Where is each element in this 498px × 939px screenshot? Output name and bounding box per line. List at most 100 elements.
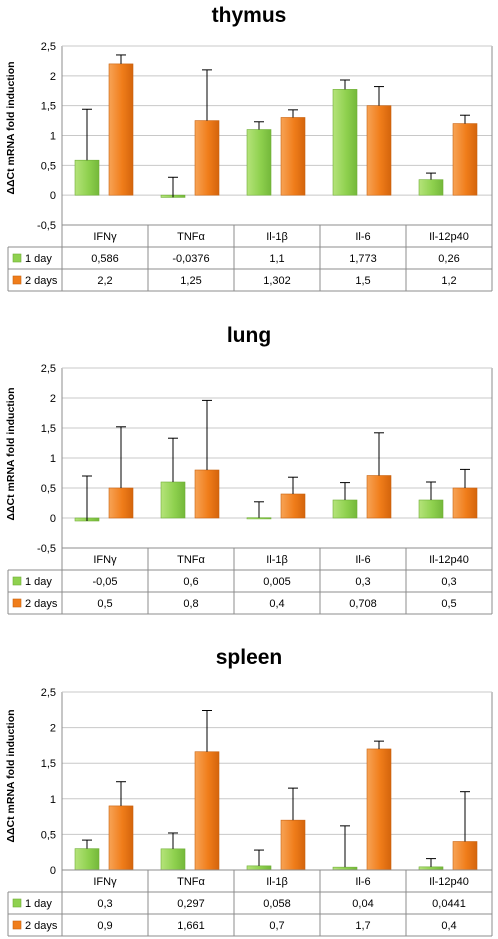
data-label: 0,297 — [177, 898, 205, 910]
legend-entry: 1 day — [25, 253, 52, 265]
data-label: 0,4 — [269, 598, 284, 610]
y-tick-label: 0 — [50, 190, 56, 202]
x-tick-label: IFNγ — [93, 231, 117, 243]
y-tick-label: 1,5 — [41, 101, 56, 113]
data-label: 0,0441 — [432, 898, 466, 910]
legend-swatch — [12, 920, 22, 930]
bar — [418, 499, 444, 519]
bar — [366, 475, 392, 519]
y-tick-label: 1,5 — [41, 758, 56, 770]
data-label: 0,26 — [438, 253, 459, 265]
y-tick-label: 2,5 — [41, 687, 56, 699]
data-label: 0,5 — [441, 598, 456, 610]
data-label: 0,3 — [355, 576, 370, 588]
y-tick-label: 0 — [50, 513, 56, 525]
chart-spleen: spleen 2,5 2 1,5 1 0,5 0 ΔΔCt mRNA fold induct… — [0, 638, 498, 939]
legend-swatch — [12, 576, 22, 586]
y-tick-label: -0,5 — [37, 543, 56, 555]
bar — [452, 123, 478, 196]
y-axis-label: ΔΔCt mRNA fold induction — [5, 709, 17, 842]
x-tick-label: Il-12p40 — [429, 554, 469, 566]
x-tick-label: TNFα — [177, 231, 205, 243]
data-label: 1,25 — [180, 275, 201, 287]
data-label: 0,04 — [352, 898, 373, 910]
data-label: 1,661 — [177, 920, 205, 932]
bar — [160, 848, 186, 871]
bar — [246, 129, 272, 196]
legend-entry: 1 day — [25, 576, 52, 588]
bar — [280, 493, 306, 519]
data-label: 1,7 — [355, 920, 370, 932]
chart-plot: 2,5 2 1,5 1 0,5 0 ΔΔCt mRNA fold induction IFNγ… — [5, 687, 493, 937]
chart-title: spleen — [215, 646, 283, 669]
x-tick-label: Il-1β — [266, 554, 288, 566]
x-tick-label: Il-12p40 — [429, 876, 469, 888]
bar — [366, 748, 392, 871]
y-tick-label: 0,5 — [41, 160, 56, 172]
legend-swatch — [12, 253, 22, 263]
x-tick-label: Il-12p40 — [429, 231, 469, 243]
bar — [194, 120, 220, 196]
bar — [366, 105, 392, 196]
x-tick-label: Il-1β — [266, 231, 288, 243]
data-label: 1,773 — [349, 253, 377, 265]
chart-lung: lung 2,5 2 1,5 1 0,5 0 -0,5 ΔΔCt mRNA fold indu… — [0, 318, 498, 618]
chart-plot: 2,5 2 1,5 1 0,5 0 -0,5 ΔΔCt mRNA fold induction… — [5, 363, 493, 615]
x-tick-label: TNFα — [177, 876, 205, 888]
bar — [418, 179, 444, 196]
y-tick-label: 0 — [50, 865, 56, 877]
bar — [194, 751, 220, 871]
data-label: 1,302 — [263, 275, 291, 287]
bar — [452, 841, 478, 871]
data-label: 0,4 — [441, 920, 456, 932]
data-label: 2,2 — [97, 275, 112, 287]
y-tick-label: 2 — [50, 393, 56, 405]
x-tick-label: IFNγ — [93, 876, 117, 888]
y-tick-label: 0,5 — [41, 829, 56, 841]
x-tick-label: Il-6 — [355, 231, 370, 243]
bar — [246, 865, 272, 871]
y-tick-label: 1 — [50, 794, 56, 806]
y-tick-label: -0,5 — [37, 220, 56, 232]
y-tick-label: 2 — [50, 723, 56, 735]
bar — [332, 499, 358, 519]
bar — [74, 848, 100, 871]
data-label: 0,3 — [97, 898, 112, 910]
data-label: 0,005 — [263, 576, 291, 588]
data-label: 1,2 — [441, 275, 456, 287]
chart-thymus: thymus 2,5 2 1,5 1 0,5 0 -0,5 ΔΔCt mRNA fold in… — [0, 0, 498, 300]
chart-plot: 2,5 2 1,5 1 0,5 0 -0,5 ΔΔCt mRNA fold induction… — [5, 41, 493, 292]
x-tick-label: IFNγ — [93, 554, 117, 566]
bar — [160, 481, 186, 519]
chart-title: lung — [226, 324, 272, 347]
data-label: -0,05 — [92, 576, 117, 588]
bar — [280, 117, 306, 196]
legend-entry: 2 days — [25, 598, 58, 610]
data-label: 1,5 — [355, 275, 370, 287]
bar — [452, 487, 478, 519]
bar — [108, 487, 134, 519]
bar — [194, 469, 220, 519]
chart-title: thymus — [211, 4, 287, 27]
x-tick-label: TNFα — [177, 554, 205, 566]
data-label: 0,058 — [263, 898, 291, 910]
data-label: 0,8 — [183, 598, 198, 610]
y-tick-label: 1,5 — [41, 423, 56, 435]
bar — [108, 805, 134, 871]
y-tick-label: 0,5 — [41, 483, 56, 495]
data-label: 0,7 — [269, 920, 284, 932]
legend-entry: 2 days — [25, 275, 58, 287]
x-tick-label: Il-1β — [266, 876, 288, 888]
data-label: 0,3 — [441, 576, 456, 588]
legend-entry: 2 days — [25, 920, 58, 932]
legend-swatch — [12, 898, 22, 908]
data-label: 0,6 — [183, 576, 198, 588]
y-tick-label: 2,5 — [41, 41, 56, 53]
y-tick-label: 2 — [50, 71, 56, 83]
legend-swatch — [12, 275, 22, 285]
y-axis-label: ΔΔCt mRNA fold induction — [5, 387, 17, 520]
x-tick-label: Il-6 — [355, 554, 370, 566]
bar — [108, 63, 134, 196]
y-tick-label: 2,5 — [41, 363, 56, 375]
data-label: 0,5 — [97, 598, 112, 610]
